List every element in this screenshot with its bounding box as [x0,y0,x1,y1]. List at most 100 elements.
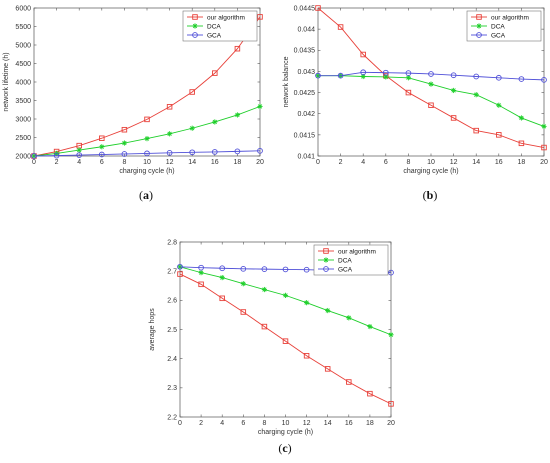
y-tick-label: 3500 [15,98,31,105]
x-tick-label: 6 [384,159,388,166]
legend-marker-dca-stroke [192,23,198,29]
chart-panel-a: 0 2 4 6 8 10 12 14 16 18 20 2000 2500 3000 3500 4000 450… [3,5,264,202]
series-line-gca [33,150,261,157]
legend-marker-gca [323,266,329,272]
y-tick-label: 0.043 [297,69,315,76]
legend-marker-our-algorithm [192,14,198,20]
data-point-gca [518,76,525,82]
y-axis-label: network balance [283,56,290,107]
data-point-our-algorithm [428,102,434,109]
legend-marker-dca [323,257,329,263]
data-point-dca-stroke [519,115,524,121]
caption-letter: a [143,188,149,202]
data-point-dca-stroke [99,144,104,149]
data-point-our-algorithm [212,70,218,76]
y-tick-label: 2.6 [167,298,177,305]
y-axis-label: network lifetime (h) [3,52,10,111]
data-point-our-algorithm [367,390,373,397]
data-point-dca-stroke [77,147,82,153]
data-point-our-algorithm [388,401,394,407]
data-point-dca-stroke [361,74,366,79]
data-point-gca [261,266,268,272]
data-point-gca [234,148,241,155]
data-point-our-algorithm [346,379,352,385]
legend-marker-our-algorithm [323,248,329,254]
data-point-dca-stroke [144,136,150,141]
caption-close: ) [149,188,153,202]
x-tick-label: 10 [143,159,151,166]
legend-label-our-algorithm: our algorithm [338,248,376,255]
x-tick-label: 0 [32,159,36,166]
data-point-gca [98,151,105,158]
series-line-our-algorithm [33,16,261,157]
data-point-dca-stroke [212,119,217,125]
legend-label-gca: GCA [491,32,506,39]
x-tick-label: 0 [316,159,320,166]
caption-letter: b [427,188,434,202]
x-tick-label: 14 [188,159,196,166]
x-tick-label: 8 [406,159,410,166]
data-point-gca [428,71,434,77]
data-point-our-algorithm [405,89,412,96]
data-point-gca [405,70,412,76]
legend-marker-gca [192,32,198,38]
data-point-gca [76,152,83,158]
x-tick-label: 4 [77,159,81,166]
data-point-our-algorithm [315,5,321,11]
x-tick-label: 0 [178,420,182,427]
data-point-dca-stroke [190,126,195,131]
data-point-dca-stroke [496,103,501,108]
y-tick-label: 0.041 [297,153,315,160]
data-point-our-algorithm [234,45,241,52]
legend-label-dca: DCA [491,23,505,30]
data-point-our-algorithm [541,144,547,151]
legend-marker-our-algorithm [476,14,482,20]
x-tick-label: 20 [540,159,548,166]
legend: our algorithm DCA GCA [466,10,542,42]
data-point-dca [473,92,479,98]
x-tick-label: 18 [518,159,526,166]
x-axis-label: charging cycle (h) [403,168,458,175]
data-point-gca [303,266,310,273]
data-point-gca [382,69,389,76]
data-point-our-algorithm [337,24,344,30]
y-tick-label: 2500 [15,135,31,142]
data-point-gca [211,149,218,155]
data-point-dca [219,274,225,281]
chart-panel-b: 0 2 4 6 8 10 12 14 16 18 20 0.041 0.0415 0.042 0.0425 0… [283,5,548,202]
data-point-dca [121,140,127,146]
x-tick-label: 2 [199,420,203,427]
x-tick-label: 20 [387,420,395,427]
x-tick-label: 6 [241,420,245,427]
data-point-gca [315,72,321,79]
y-tick-label: 0.0415 [294,132,316,139]
data-point-dca-stroke [257,104,263,109]
data-point-dca-stroke [235,112,240,118]
x-tick-label: 16 [211,159,219,166]
data-point-dca-stroke [346,315,351,320]
legend: our algorithm DCA GCA [313,244,389,276]
y-tick-label: 4000 [15,79,31,86]
y-tick-label: 5000 [15,42,31,49]
chart-panel-c: 0 2 4 6 8 10 12 14 16 18 20 2.2 2.3 2.4 2.5 2.6 2.7 2.8 ch… [149,239,395,455]
x-axis-label: charging cycle (h) [258,429,313,436]
panel-caption: (b) [423,188,438,202]
x-tick-label: 12 [303,420,311,427]
data-point-gca [198,264,204,271]
data-point-dca-stroke [474,92,479,97]
data-point-our-algorithm [144,116,150,123]
legend-label-dca: DCA [207,23,221,30]
data-point-our-algorithm [257,14,263,20]
legend-label-gca: GCA [207,32,222,39]
data-point-dca-stroke [388,332,394,337]
data-point-gca [473,73,480,80]
data-point-dca-stroke [383,74,388,80]
y-tick-label: 0.042 [297,111,315,118]
data-point-dca-stroke [198,270,204,275]
data-point-our-algorithm [360,51,366,58]
caption-close: ) [433,188,437,202]
y-tick-label: 2.7 [167,269,177,276]
data-point-gca [282,266,289,273]
data-point-our-algorithm [99,135,105,141]
y-tick-label: 2000 [15,153,31,160]
